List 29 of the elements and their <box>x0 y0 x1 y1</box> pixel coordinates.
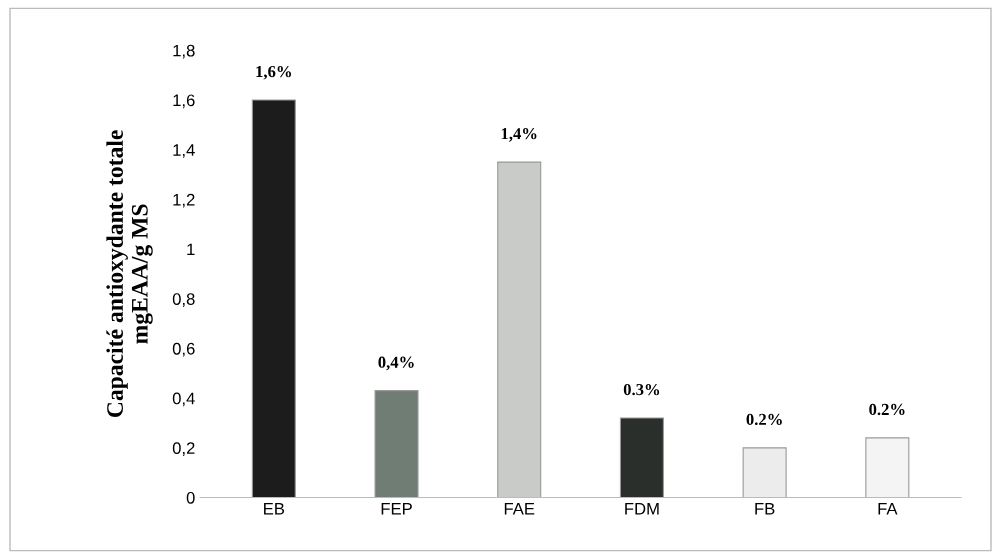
x-tick-label: FEP <box>381 502 412 515</box>
data-label: 1,4% <box>501 128 537 142</box>
bar <box>742 447 787 498</box>
data-label: 1,6% <box>256 65 292 80</box>
x-tick-label: FDM <box>625 502 659 515</box>
x-tick-label: FA <box>878 502 898 515</box>
y-tick-label: 0 <box>186 491 195 504</box>
data-label: 0.2% <box>869 403 905 416</box>
bar <box>374 390 419 498</box>
bar <box>497 161 542 498</box>
bar <box>619 417 664 498</box>
y-tick-label: 0,4 <box>172 392 195 407</box>
x-tick-label: FAE <box>504 502 535 515</box>
y-tick-label: 1 <box>187 243 195 256</box>
y-tick-label: 1,2 <box>173 193 195 208</box>
y-tick-label: 0,2 <box>172 442 195 456</box>
x-tick-label: EB <box>264 502 285 515</box>
bar <box>865 437 910 498</box>
y-tick-label: 1,6 <box>173 94 195 109</box>
data-label: 0.3% <box>623 383 660 396</box>
data-label: 0,4% <box>378 356 414 371</box>
data-label: 0.2% <box>746 413 782 426</box>
y-tick-label: 0,8 <box>172 293 195 307</box>
y-axis-title: Capacité antioxydante totale mgEAA/g MS <box>106 130 153 418</box>
y-tick-label: 1,8 <box>173 44 195 59</box>
y-tick-label: 1,4 <box>173 144 195 158</box>
bar <box>251 99 296 498</box>
y-tick-label: 0,6 <box>172 342 195 357</box>
x-tick-label: FB <box>755 502 775 515</box>
